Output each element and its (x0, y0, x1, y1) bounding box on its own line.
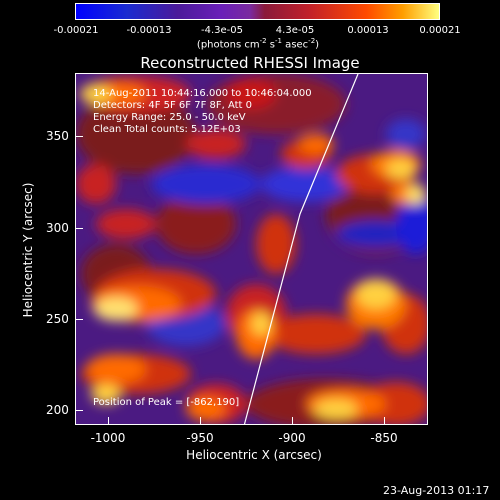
y-tick-mark (75, 319, 83, 320)
peak-position-label: Position of Peak = [-862,190] (93, 397, 240, 408)
y-tick-mark (75, 136, 83, 137)
x-tick-mark (108, 417, 109, 425)
x-tick-mark (200, 417, 201, 425)
image-heatmap (76, 74, 427, 424)
rhessi-image (75, 73, 428, 425)
algorithm-label: Clean Total counts: 5.12E+03 (93, 124, 241, 135)
x-tick-label: -950 (186, 431, 214, 445)
colorbar-tick: 0.00021 (419, 25, 461, 36)
x-axis-title: Heliocentric X (arcsec) (186, 448, 322, 462)
colorbar-tick: 0.00013 (347, 25, 389, 36)
y-axis-title: Heliocentric Y (arcsec) (21, 182, 35, 318)
time-range-label: 14-Aug-2011 10:44:16.000 to 10:46:04.000 (93, 88, 312, 99)
colorbar (75, 3, 440, 20)
x-tick-mark (292, 417, 293, 425)
colorbar-units: (photons cm-2 s-1 asec-2) (196, 37, 320, 51)
footer-date: 23-Aug-2013 01:17 (383, 484, 490, 497)
detectors-label: Detectors: 4F 5F 6F 7F 8F, Att 0 (93, 100, 253, 111)
y-tick-mark (75, 410, 83, 411)
y-tick-label: 250 (46, 312, 69, 326)
y-tick-mark (75, 228, 83, 229)
x-tick-label: -850 (370, 431, 398, 445)
y-tick-label: 350 (46, 129, 69, 143)
colorbar-tick: -0.00013 (126, 25, 172, 36)
colorbar-tick: 4.3e-05 (275, 25, 315, 36)
x-tick-mark (384, 417, 385, 425)
x-tick-label: -1000 (90, 431, 126, 445)
y-tick-label: 200 (46, 403, 69, 417)
energy-range-label: Energy Range: 25.0 - 50.0 keV (93, 112, 246, 123)
colorbar-tick: -4.3e-05 (201, 25, 243, 36)
x-tick-label: -900 (278, 431, 306, 445)
y-tick-label: 300 (46, 221, 69, 235)
colorbar-tick: -0.00021 (53, 25, 99, 36)
solar-limb-line (243, 74, 359, 424)
plot-title: Reconstructed RHESSI Image (140, 54, 360, 72)
